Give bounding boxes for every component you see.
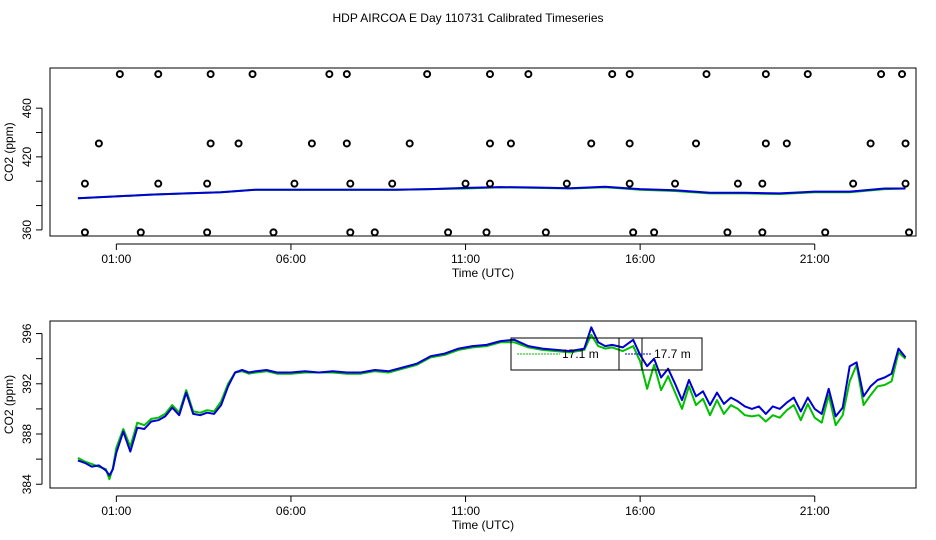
data-marker	[347, 229, 353, 235]
data-marker	[724, 229, 730, 235]
data-marker	[627, 140, 633, 146]
x-tick-label: 21:00	[800, 252, 830, 266]
data-marker	[693, 140, 699, 146]
figure-title: HDP AIRCOA E Day 110731 Calibrated Times…	[332, 11, 603, 25]
data-marker	[347, 181, 353, 187]
data-marker	[309, 140, 315, 146]
plot-frame	[50, 68, 916, 236]
data-marker	[878, 71, 884, 77]
data-marker	[903, 181, 909, 187]
data-marker	[117, 71, 123, 77]
data-marker	[487, 140, 493, 146]
data-marker	[155, 181, 161, 187]
data-marker	[424, 71, 430, 77]
data-marker	[805, 71, 811, 77]
x-tick-label: 06:00	[276, 504, 306, 518]
data-marker	[763, 71, 769, 77]
data-marker	[763, 140, 769, 146]
data-marker	[236, 140, 242, 146]
data-marker	[291, 181, 297, 187]
data-marker	[208, 71, 214, 77]
y-axis-title: CO2 (ppm)	[2, 122, 16, 181]
data-marker	[627, 71, 633, 77]
x-tick-label: 01:00	[101, 504, 131, 518]
series-line-blue	[78, 327, 906, 475]
x-axis-title: Time (UTC)	[452, 266, 514, 280]
y-axis-title: CO2 (ppm)	[2, 375, 16, 434]
data-marker	[372, 229, 378, 235]
data-marker	[138, 229, 144, 235]
data-marker	[868, 140, 874, 146]
data-marker	[208, 140, 214, 146]
data-marker	[850, 181, 856, 187]
x-tick-label: 06:00	[276, 252, 306, 266]
data-marker	[508, 140, 514, 146]
x-tick-label: 21:00	[800, 504, 830, 518]
data-marker	[759, 229, 765, 235]
data-marker	[82, 181, 88, 187]
data-marker	[96, 140, 102, 146]
data-marker	[822, 229, 828, 235]
data-marker	[759, 181, 765, 187]
x-tick-label: 01:00	[101, 252, 131, 266]
y-tick-label: 460	[20, 98, 34, 118]
data-marker	[270, 229, 276, 235]
data-marker	[588, 140, 594, 146]
data-marker	[543, 229, 549, 235]
data-marker	[445, 229, 451, 235]
legend-label-17-1m: 17.1 m	[562, 347, 599, 361]
data-marker	[672, 181, 678, 187]
x-tick-label: 11:00	[451, 252, 480, 266]
series-layer	[78, 187, 906, 199]
data-marker	[487, 181, 493, 187]
data-marker	[651, 229, 657, 235]
y-tick-label: 360	[20, 220, 34, 240]
data-marker	[525, 71, 531, 77]
data-marker	[906, 229, 912, 235]
data-marker	[627, 181, 633, 187]
data-marker	[735, 181, 741, 187]
data-marker	[326, 71, 332, 77]
data-marker	[903, 140, 909, 146]
data-marker	[82, 229, 88, 235]
data-marker	[564, 181, 570, 187]
data-marker	[344, 71, 350, 77]
data-marker	[703, 71, 709, 77]
data-marker	[784, 140, 790, 146]
chart-panel-bottom: 01:00 06:00 11:00 16:00 21:00 384 388 392 396 T…	[2, 321, 916, 532]
data-marker	[407, 140, 413, 146]
y-tick-label: 396	[20, 323, 34, 343]
data-marker	[389, 181, 395, 187]
data-marker	[250, 71, 256, 77]
data-marker	[463, 181, 469, 187]
x-tick-label: 16:00	[625, 504, 655, 518]
data-marker	[630, 229, 636, 235]
y-axis: 360 420 460	[20, 98, 42, 240]
x-axis: 01:00 06:00 11:00 16:00 21:00	[101, 244, 830, 266]
data-marker	[899, 71, 905, 77]
data-marker	[155, 71, 161, 77]
legend: 17.1 m 17.7 m	[511, 338, 702, 370]
data-marker	[204, 229, 210, 235]
data-marker	[483, 229, 489, 235]
y-axis: 384 388 392 396	[20, 323, 42, 494]
data-marker	[609, 71, 615, 77]
y-tick-label: 384	[20, 474, 34, 494]
data-marker	[204, 181, 210, 187]
x-tick-label: 11:00	[451, 504, 480, 518]
series-layer	[78, 327, 906, 479]
legend-label-17-7m: 17.7 m	[654, 347, 691, 361]
x-tick-label: 16:00	[625, 252, 655, 266]
y-tick-label: 392	[20, 373, 34, 393]
chart-panel-top: 01:00 06:00 11:00 16:00 21:00 360 420 460 Time…	[2, 68, 916, 280]
y-tick-label: 420	[20, 147, 34, 167]
data-marker	[487, 71, 493, 77]
x-axis: 01:00 06:00 11:00 16:00 21:00	[101, 496, 830, 518]
x-axis-title: Time (UTC)	[452, 518, 514, 532]
data-marker	[344, 140, 350, 146]
y-tick-label: 388	[20, 424, 34, 444]
marker-layer	[82, 71, 912, 235]
